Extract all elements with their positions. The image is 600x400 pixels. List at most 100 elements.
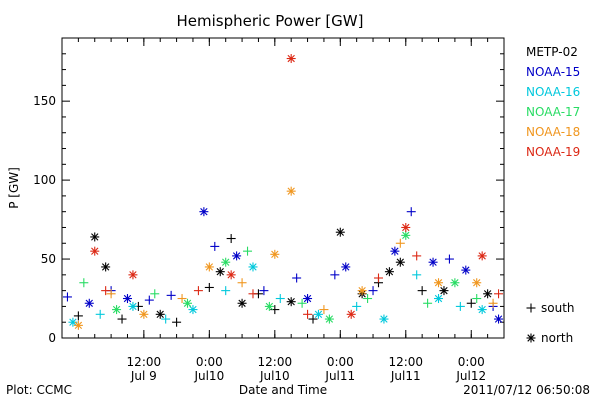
data-point — [183, 298, 193, 308]
data-point — [275, 294, 285, 304]
data-point — [303, 309, 313, 319]
data-point — [455, 301, 465, 311]
data-point — [79, 278, 89, 288]
data-point — [204, 282, 214, 292]
data-point — [423, 298, 433, 308]
y-axis-label: P [GW] — [7, 167, 21, 209]
data-point — [363, 294, 373, 304]
legend-item: NOAA-15 — [526, 65, 580, 79]
data-point — [237, 278, 247, 288]
y-tick-label: 50 — [41, 252, 56, 266]
data-point — [101, 262, 111, 272]
y-axis: 0 50 100 150 — [33, 53, 504, 345]
marker-legend-label: north — [541, 331, 573, 345]
data-point — [319, 305, 329, 315]
data-point — [128, 301, 138, 311]
data-point — [161, 314, 171, 324]
marker-legend-symbol — [526, 303, 536, 313]
data-point — [472, 294, 482, 304]
marker-legend: south north — [526, 301, 575, 345]
data-point — [62, 292, 72, 302]
data-point — [144, 295, 154, 305]
legend-item: METP-02 — [526, 45, 578, 59]
x-tick-label-time: 12:00 — [388, 355, 423, 369]
data-point — [390, 246, 400, 256]
data-point — [193, 286, 203, 296]
data-point — [117, 314, 127, 324]
data-point — [226, 270, 236, 280]
x-tick-label-time: 0:00 — [327, 355, 354, 369]
data-point — [286, 54, 296, 64]
data-point — [341, 262, 351, 272]
data-point — [84, 298, 94, 308]
data-point — [412, 270, 422, 280]
data-point — [95, 309, 105, 319]
data-point — [90, 232, 100, 242]
data-point — [177, 294, 187, 304]
data-point — [395, 257, 405, 267]
data-point — [204, 262, 214, 272]
legend-item: NOAA-19 — [526, 145, 580, 159]
data-point — [139, 309, 149, 319]
x-tick-label-date: Jul10 — [193, 369, 224, 383]
data-point — [346, 309, 356, 319]
data-point — [286, 186, 296, 196]
legend-item: NOAA-17 — [526, 105, 580, 119]
data-point — [166, 290, 176, 300]
data-point — [90, 246, 100, 256]
data-point — [101, 286, 111, 296]
x-tick-label-date: Jul11 — [390, 369, 421, 383]
data-point — [477, 251, 487, 261]
x-tick-label-time: 12:00 — [258, 355, 293, 369]
data-point — [259, 286, 269, 296]
data-point — [357, 286, 367, 296]
data-point — [368, 286, 378, 296]
data-point — [215, 267, 225, 277]
data-point — [412, 251, 422, 261]
data-point — [232, 251, 242, 261]
legend: METP-02 NOAA-15 NOAA-16 NOAA-17 NOAA-18 NOAA-… — [526, 45, 580, 159]
x-axis-label: Date and Time — [239, 383, 327, 397]
data-point — [494, 314, 504, 324]
data-point — [221, 286, 231, 296]
x-tick-label-time: 0:00 — [458, 355, 485, 369]
data-point — [434, 278, 444, 288]
data-point — [444, 254, 454, 264]
data-point — [494, 289, 504, 299]
data-point — [477, 305, 487, 315]
data-point — [188, 305, 198, 315]
legend-item: NOAA-16 — [526, 85, 580, 99]
data-point — [150, 289, 160, 299]
chart-title: Hemispheric Power [GW] — [177, 12, 364, 30]
plot-timestamp: 2011/07/12 06:50:08 — [463, 383, 590, 397]
data-point — [297, 298, 307, 308]
data-point — [450, 278, 460, 288]
data-point — [379, 314, 389, 324]
data-point — [226, 234, 236, 244]
legend-item: NOAA-18 — [526, 125, 580, 139]
data-point — [395, 238, 405, 248]
data-point — [264, 301, 274, 311]
data-point — [122, 294, 132, 304]
data-point — [73, 320, 83, 330]
data-point — [472, 278, 482, 288]
data-point — [401, 222, 411, 232]
data-point — [303, 294, 313, 304]
data-point — [106, 289, 116, 299]
data-point — [488, 298, 498, 308]
data-point — [248, 289, 258, 299]
data-point — [461, 265, 471, 275]
data-point — [73, 311, 83, 321]
marker-legend-label: south — [541, 301, 575, 315]
data-point — [406, 207, 416, 217]
plot-credit: Plot: CCMC — [6, 383, 72, 397]
data-point — [243, 246, 253, 256]
x-tick-label-date: Jul10 — [259, 369, 290, 383]
data-point — [401, 230, 411, 240]
data-point — [428, 257, 438, 267]
y-tick-label: 0 — [48, 331, 56, 345]
data-point — [439, 286, 449, 296]
data-point — [352, 301, 362, 311]
